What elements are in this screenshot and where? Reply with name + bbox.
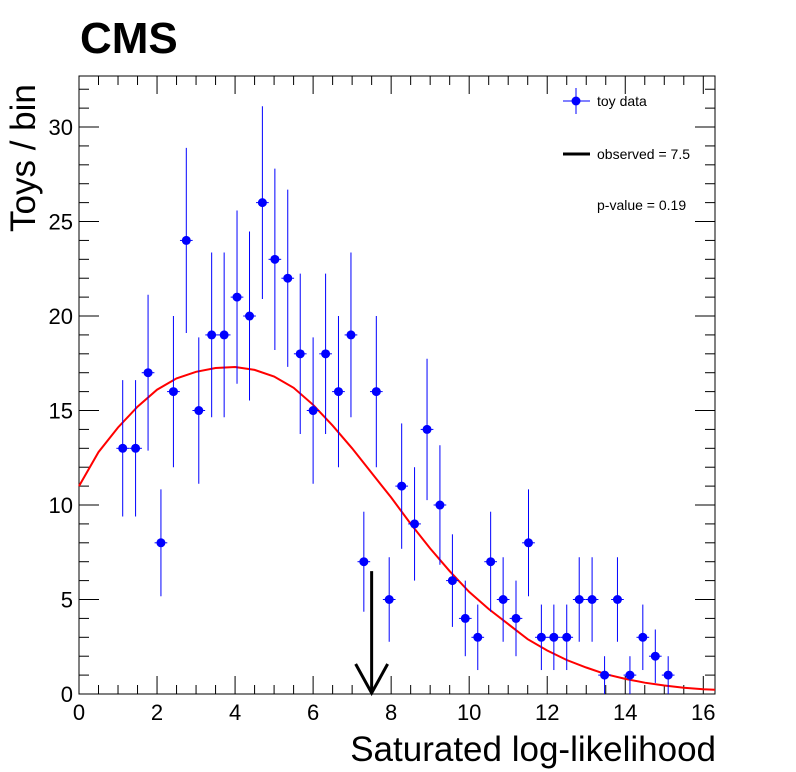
data-point	[562, 632, 572, 642]
data-point	[625, 670, 635, 680]
data-point	[333, 387, 343, 397]
data-point	[308, 406, 318, 416]
y-tick-label: 30	[49, 115, 73, 140]
experiment-label: CMS	[80, 14, 178, 63]
x-tick-label: 8	[385, 700, 397, 725]
y-tick-label: 25	[49, 210, 73, 235]
data-point	[650, 651, 660, 661]
data-point	[574, 595, 584, 605]
x-tick-label: 12	[535, 700, 559, 725]
data-point	[295, 349, 305, 359]
data-point	[283, 273, 293, 283]
data-point	[587, 595, 597, 605]
y-tick-label: 5	[61, 588, 73, 613]
data-point	[384, 595, 394, 605]
y-tick-label: 15	[49, 399, 73, 424]
data-point	[118, 443, 128, 453]
data-point	[168, 387, 178, 397]
data-point	[498, 595, 508, 605]
data-point	[486, 557, 496, 567]
data-point	[156, 538, 166, 548]
data-point	[638, 632, 648, 642]
data-point	[257, 198, 267, 208]
data-point	[473, 632, 483, 642]
x-tick-label: 6	[307, 700, 319, 725]
y-tick-label: 20	[49, 304, 73, 329]
x-tick-label: 4	[229, 700, 241, 725]
data-point	[460, 613, 470, 623]
legend-entry-observed: observed = 7.5	[597, 146, 691, 162]
data-point	[435, 500, 445, 510]
data-point	[232, 292, 242, 302]
data-point	[181, 235, 191, 245]
y-tick-label: 10	[49, 493, 73, 518]
data-point	[371, 387, 381, 397]
plot-frame	[78, 75, 716, 695]
y-tick-label: 0	[61, 682, 73, 707]
legend-pvalue: p-value = 0.19	[597, 197, 687, 213]
data-point	[131, 443, 141, 453]
x-tick-label: 14	[613, 700, 637, 725]
data-point	[359, 557, 369, 567]
x-tick-label: 16	[691, 700, 715, 725]
data-point	[511, 613, 521, 623]
data-point	[207, 330, 217, 340]
data-point	[194, 406, 204, 416]
data-point	[523, 538, 533, 548]
data-point	[549, 632, 559, 642]
x-tick-label: 2	[151, 700, 163, 725]
data-point	[346, 330, 356, 340]
data-point	[612, 595, 622, 605]
data-point	[663, 670, 673, 680]
legend-marker-point	[571, 96, 581, 106]
x-axis-label: Saturated log-likelihood	[350, 730, 716, 769]
fit-curve	[78, 365, 716, 691]
data-point	[219, 330, 229, 340]
data-point	[397, 481, 407, 491]
data-point	[143, 368, 153, 378]
data-point	[447, 576, 457, 586]
data-point	[245, 311, 255, 321]
x-tick-label: 10	[457, 700, 481, 725]
data-point	[410, 519, 420, 529]
data-point	[422, 424, 432, 434]
data-point	[321, 349, 331, 359]
x-tick-label: 0	[73, 700, 85, 725]
data-point	[270, 254, 280, 264]
observed-arrow-head	[354, 663, 389, 697]
data-point	[536, 632, 546, 642]
data-point	[600, 670, 610, 680]
legend-entry-toy-data: toy data	[597, 93, 647, 109]
